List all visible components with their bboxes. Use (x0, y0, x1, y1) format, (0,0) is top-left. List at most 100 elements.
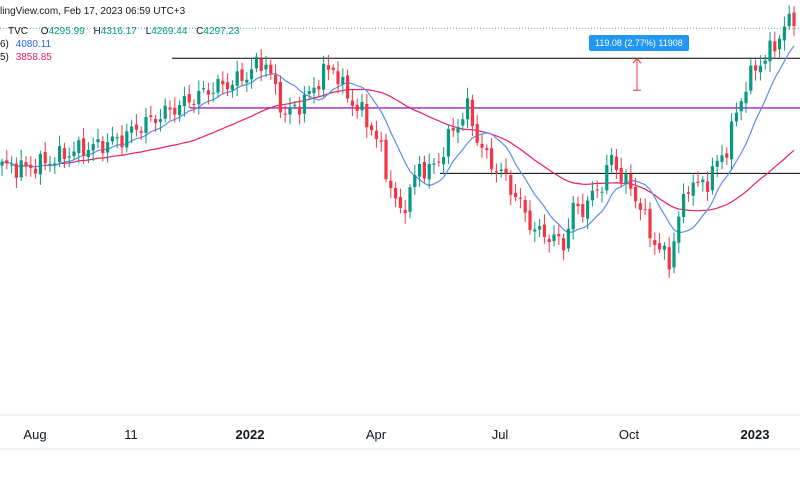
candle-body (384, 139, 388, 180)
ma50-line (1, 45, 795, 234)
candle-body (278, 82, 282, 113)
candle-body (619, 167, 623, 183)
candle-body (710, 166, 714, 191)
candle-body (240, 69, 244, 81)
candle-body (576, 203, 580, 207)
candle-body (432, 163, 436, 165)
ma200-prefix: 5) (0, 52, 9, 63)
high-label: H (93, 26, 101, 37)
candle-body (518, 197, 522, 199)
candle-body (134, 124, 138, 130)
candle-body (43, 152, 47, 164)
candle-body (48, 163, 52, 165)
candle-body (744, 91, 748, 104)
candle-body (259, 58, 263, 71)
candle-body (437, 161, 441, 163)
candle-body (533, 229, 537, 232)
candle-body (648, 208, 652, 239)
ma50-prefix: 6) (0, 39, 9, 50)
candle-body (566, 228, 570, 249)
candle-body (115, 137, 119, 139)
candle-body (173, 107, 177, 115)
candle-body (67, 156, 71, 158)
candle-body (110, 136, 114, 142)
candle-body (480, 143, 484, 148)
candle-body (163, 105, 167, 119)
close-label: C (196, 26, 204, 37)
candle-body (365, 103, 369, 128)
candle-body (187, 93, 191, 103)
candle-body (178, 105, 182, 116)
candle-body (720, 155, 724, 162)
candle-body (389, 180, 393, 189)
measure-layer (632, 57, 642, 91)
candle-body (754, 65, 758, 71)
ma200-legend[interactable]: 5) 3858.85 (0, 52, 52, 63)
candle-body (734, 112, 738, 122)
high-value: 4316.17 (100, 26, 137, 37)
candle-body (82, 138, 86, 156)
ma50-legend[interactable]: 6) 4080.11 (0, 39, 51, 50)
candle-body (600, 191, 604, 193)
candle-body (34, 168, 38, 174)
candle-body (312, 87, 316, 94)
candle-body (230, 84, 234, 91)
low-value: 4269.44 (151, 26, 188, 37)
ma200-line (1, 88, 795, 212)
candle-body (782, 26, 786, 41)
candle-body (610, 155, 614, 165)
candle-body (326, 65, 330, 70)
candle-body (341, 76, 345, 85)
candle-body (254, 56, 258, 69)
candle-body (182, 95, 186, 107)
close-value: 4297.23 (203, 26, 240, 37)
candle-body (53, 163, 57, 165)
ohlc-legend: TVC O4295.99 H4316.17 L4269.44 C4297.23 (0, 26, 240, 37)
candle-body (101, 141, 105, 154)
candle-body (235, 71, 239, 86)
measure-tag[interactable]: 119.08 (2.77%) 11908 (589, 35, 689, 51)
candle-body (528, 210, 532, 231)
candle-body (792, 12, 796, 27)
candles-layer (0, 5, 796, 278)
candle-body (62, 148, 66, 159)
candle-body (624, 173, 628, 184)
candle-body (701, 179, 705, 183)
candle-body (10, 164, 14, 166)
candle-body (29, 164, 33, 168)
candle-body (120, 135, 124, 148)
candle-body (336, 71, 340, 85)
candle-body (677, 216, 681, 243)
candle-body (374, 130, 378, 140)
candle-body (773, 41, 777, 52)
candle-body (634, 186, 638, 202)
candle-body (245, 79, 249, 83)
candle-body (149, 115, 153, 118)
candle-body (605, 165, 609, 191)
candle-body (768, 40, 772, 62)
candle-body (130, 126, 134, 133)
candle-body (202, 88, 206, 90)
candle-body (274, 74, 278, 85)
candle-body (192, 103, 196, 105)
candle-body (58, 146, 62, 163)
candle-body (590, 190, 594, 201)
candle-body (226, 82, 230, 90)
candle-body (686, 192, 690, 194)
candle-body (302, 94, 306, 114)
time-axis-label: Apr (366, 427, 387, 442)
candle-body (106, 142, 110, 153)
candle-body (586, 200, 590, 219)
tvc-label: TVC (8, 26, 28, 37)
measure-arrow-head (632, 57, 642, 64)
candle-body (307, 91, 311, 94)
candle-body (470, 99, 474, 127)
candle-body (0, 161, 4, 166)
candle-body (350, 100, 354, 106)
time-axis-label: 11 (124, 427, 138, 442)
candle-body (475, 124, 479, 143)
candle-body (38, 153, 42, 175)
candle-body (557, 234, 561, 237)
